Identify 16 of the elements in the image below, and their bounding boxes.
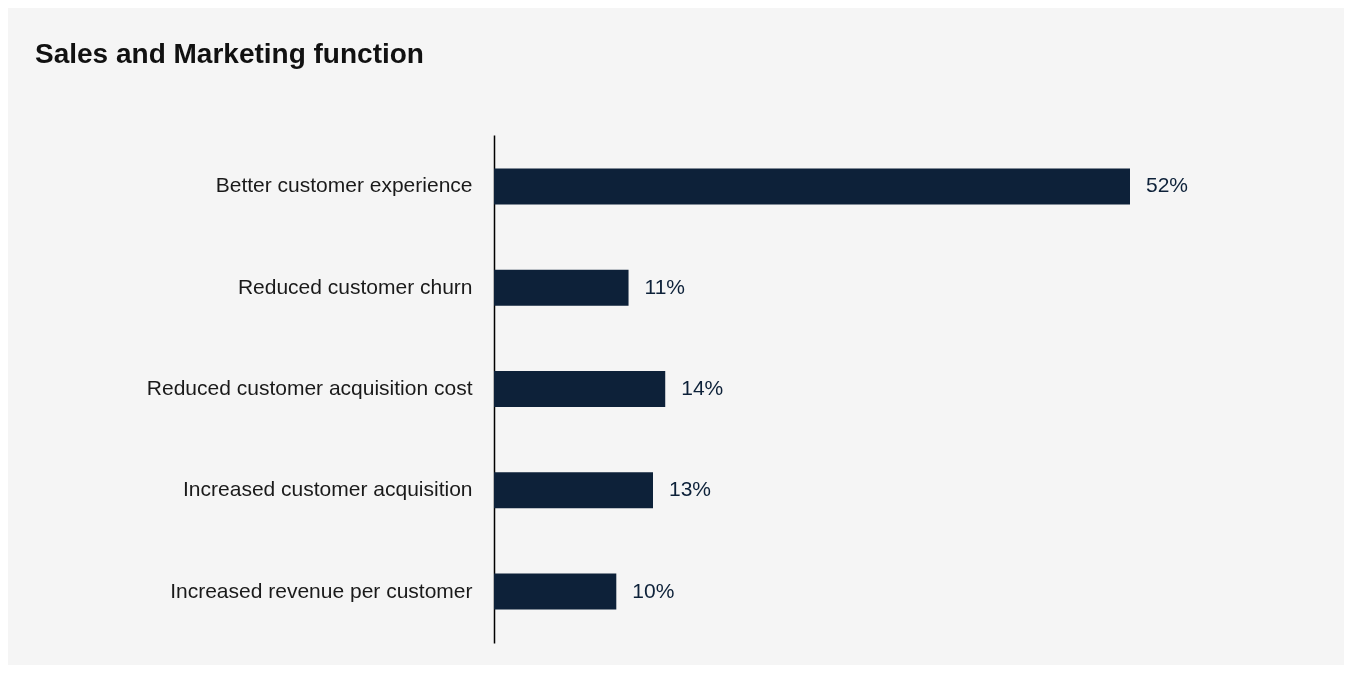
bar	[494, 472, 653, 509]
data-label: 11%	[644, 274, 686, 298]
text: Sales and Marketing function	[35, 38, 424, 69]
data-label: 52%	[1146, 173, 1189, 197]
data-label: 10%	[632, 578, 675, 602]
bar	[494, 269, 629, 306]
data-label: 14%	[681, 376, 724, 399]
y-tick-label: Reduced customer acquisition cost	[146, 376, 473, 399]
y-tick-label: Better customer experience	[215, 173, 473, 197]
bar	[494, 168, 1130, 205]
bar	[494, 371, 666, 407]
y-tick-label: Increased customer acquisition	[183, 477, 473, 501]
y-tick-label: Increased revenue per customer	[170, 578, 473, 602]
data-label: 13%	[669, 477, 712, 501]
bar	[494, 573, 617, 610]
y-tick-label: Reduced customer churn	[237, 274, 473, 298]
